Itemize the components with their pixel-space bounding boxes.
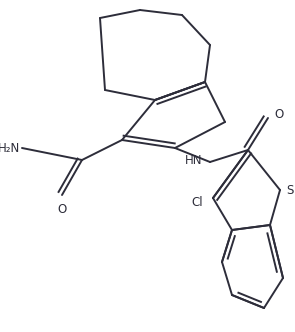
- Text: H₂N: H₂N: [0, 141, 20, 154]
- Text: O: O: [57, 203, 67, 216]
- Text: S: S: [286, 184, 293, 197]
- Text: Cl: Cl: [191, 196, 203, 208]
- Text: O: O: [274, 108, 283, 121]
- Text: HN: HN: [184, 153, 202, 167]
